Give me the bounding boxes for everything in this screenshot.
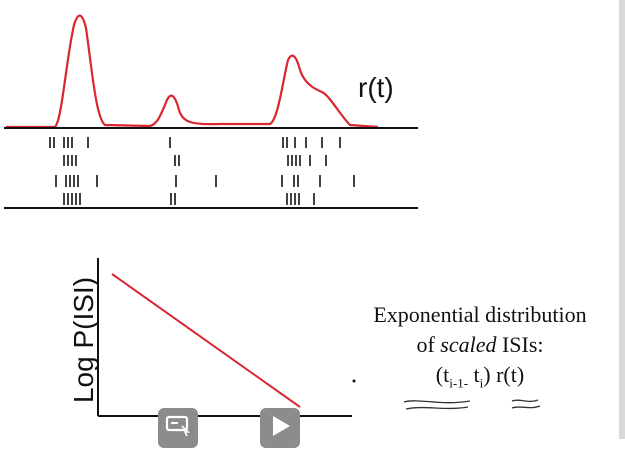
note-formula: (ti-1- ti) r(t) <box>330 360 625 398</box>
rate-label: r(t) <box>358 72 394 103</box>
exponential-note: Exponential distribution of scaled ISIs:… <box>330 300 625 398</box>
stray-dot <box>352 379 356 383</box>
spike-row-4 <box>63 193 315 205</box>
underline-squiggle-1 <box>403 400 471 410</box>
lecture-slide <box>4 14 541 417</box>
play-button[interactable] <box>260 408 300 448</box>
log-isi-decay-line <box>111 273 301 408</box>
spike-raster <box>49 137 355 205</box>
formula-close: ) r(t) <box>483 362 525 387</box>
spike-row-3 <box>55 175 355 187</box>
spike-row-2 <box>63 155 327 166</box>
note-line-2-post: ISIs: <box>496 332 544 357</box>
right-edge-strip <box>619 0 625 439</box>
note-line-2-italic: scaled <box>440 332 497 357</box>
note-line-1: Exponential distribution <box>373 302 587 327</box>
spike-row-1 <box>49 137 341 148</box>
note-line-2-pre: of <box>416 332 441 357</box>
note-line-2: of scaled ISIs: <box>330 330 625 360</box>
firing-rate-curve <box>6 14 379 129</box>
formula-sub-1: i-1- <box>449 375 469 391</box>
play-icon <box>273 416 290 436</box>
formula-sub-2: i <box>479 375 484 391</box>
formula-mid: t <box>468 362 480 387</box>
underline-squiggle-2 <box>511 399 541 409</box>
formula-open: (t <box>435 362 450 387</box>
y-axis-label: Log P(ISI) <box>68 276 99 404</box>
captions-icon <box>165 415 190 437</box>
captions-button[interactable] <box>158 408 198 448</box>
